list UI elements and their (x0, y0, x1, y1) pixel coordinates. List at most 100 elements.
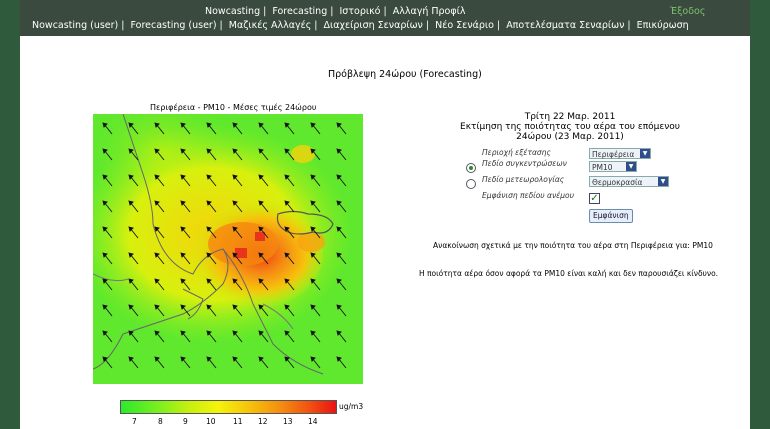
wind-arrow-head (128, 122, 134, 128)
wind-arrow-head (128, 330, 134, 336)
menu-separator: | (330, 6, 334, 17)
menu-item-change-profile[interactable]: Αλλαγή Προφίλ (392, 6, 466, 17)
wind-arrow-head (206, 330, 212, 336)
wind-arrow-head (154, 200, 160, 206)
wind-arrow-head (310, 174, 316, 180)
wind-arrow-head (154, 304, 160, 310)
menu-item-scenario-results[interactable]: Αποτελέσματα Σεναρίων (506, 20, 625, 31)
wind-arrow-head (206, 252, 212, 258)
forecast-heading: Τρίτη 22 Μαρ. 2011 Εκτίμηση της ποιότητα… (450, 112, 690, 142)
wind-arrow-head (232, 122, 238, 128)
wind-arrow-head (154, 252, 160, 258)
main-menu-row-1: Nowcasting | Forecasting | Ιστορικό | Αλλαγ… (205, 6, 465, 17)
menu-separator: | (121, 20, 125, 31)
wind-arrow-head (284, 122, 290, 128)
wind-arrow-head (180, 200, 186, 206)
area-select[interactable]: Περιφέρεια ▼ (589, 148, 651, 159)
colorbar-ticks: 7 8 9 10 11 12 13 14 (120, 417, 335, 429)
wind-arrow-head (154, 148, 160, 154)
meteo-radio[interactable] (466, 179, 476, 189)
wind-arrow-head (258, 148, 264, 154)
wind-arrow-head (310, 148, 316, 154)
wind-arrow-head (284, 330, 290, 336)
forecast-heading-line1: Εκτίμηση της ποιότητας του αέρα του επόμ… (460, 122, 680, 132)
wind-arrow-head (206, 304, 212, 310)
menu-item-scenario-management[interactable]: Διαχείριση Σεναρίων (323, 20, 423, 31)
wind-arrow-head (310, 278, 316, 284)
menu-item-nowcasting[interactable]: Nowcasting (205, 6, 261, 17)
menu-separator: | (383, 6, 387, 17)
wind-arrow-head (232, 148, 238, 154)
wind-arrow-head (180, 226, 186, 232)
wind-arrow-head (180, 356, 186, 362)
menu-separator: | (496, 20, 501, 31)
menu-item-forecasting-user[interactable]: Forecasting (user) (130, 20, 217, 31)
wind-arrow-head (258, 226, 264, 232)
colorbar-legend (120, 400, 337, 414)
wind-arrow-head (180, 174, 186, 180)
wind-arrow-head (310, 304, 316, 310)
left-frame (0, 0, 20, 429)
menu-separator: | (219, 20, 223, 31)
forecast-heading-line2: 24ώρου (23 Μαρ. 2011) (516, 132, 624, 142)
wind-arrow-head (232, 200, 238, 206)
pollutant-radio[interactable] (466, 163, 476, 173)
area-select-value: Περιφέρεια (592, 150, 635, 159)
wind-arrow-head (284, 226, 290, 232)
pollutant-label: Πεδίο συγκεντρώσεων (482, 159, 567, 168)
wind-checkbox[interactable]: ✓ (589, 193, 600, 204)
wind-arrow-head (310, 330, 316, 336)
wind-arrow-head (232, 304, 238, 310)
wind-arrow-head (128, 148, 134, 154)
wind-arrow-head (310, 356, 316, 362)
wind-arrow-head (310, 252, 316, 258)
wind-arrow-head (154, 356, 160, 362)
colorbar-tick: 8 (158, 417, 163, 426)
wind-arrow-head (180, 278, 186, 284)
meteo-select[interactable]: Θερμοκρασία ▼ (589, 176, 669, 187)
menu-item-new-scenario[interactable]: Νέο Σενάριο (435, 20, 494, 31)
wind-arrow-head (154, 122, 160, 128)
wind-arrow-head (102, 278, 108, 284)
logout-link[interactable]: Έξοδος (670, 6, 706, 17)
wind-arrow-head (102, 330, 108, 336)
wind-arrow-head (180, 330, 186, 336)
wind-arrow-head (336, 122, 342, 128)
wind-arrow-head (310, 200, 316, 206)
wind-arrow-head (258, 252, 264, 258)
wind-arrow-head (128, 200, 134, 206)
wind-arrow-head (154, 278, 160, 284)
colorbar-unit: ug/m3 (339, 402, 364, 411)
wind-arrow-head (336, 148, 342, 154)
menu-item-forecasting[interactable]: Forecasting (272, 6, 328, 17)
colorbar-tick: 12 (258, 417, 268, 426)
map-title: Περιφέρεια - PM10 - Μέσες τιμές 24ώρου (150, 103, 317, 112)
wind-arrow-head (258, 122, 264, 128)
wind-arrow-head (232, 252, 238, 258)
menu-separator: | (425, 20, 430, 31)
wind-arrow-head (206, 226, 212, 232)
menu-item-validation[interactable]: Επικύρωση (636, 20, 689, 31)
menu-item-mass-changes[interactable]: Μαζικές Αλλαγές (228, 20, 312, 31)
wind-arrow-head (102, 252, 108, 258)
wind-arrow-head (336, 252, 342, 258)
pollution-map-graphic (93, 114, 363, 384)
pollutant-select[interactable]: PM10 ▼ (589, 161, 637, 172)
wind-arrow-head (310, 122, 316, 128)
wind-arrow-head (102, 200, 108, 206)
main-menu-row-2: Nowcasting (user) | Forecasting (user) | Μ… (32, 20, 689, 31)
menu-item-history[interactable]: Ιστορικό (339, 6, 381, 17)
top-navigation-bar (20, 0, 750, 36)
colorbar-tick: 10 (206, 417, 216, 426)
wind-arrow-head (284, 148, 290, 154)
menu-item-nowcasting-user[interactable]: Nowcasting (user) (32, 20, 119, 31)
wind-arrow-head (154, 330, 160, 336)
menu-separator: | (263, 6, 267, 17)
wind-arrow-head (232, 278, 238, 284)
wind-arrow-head (258, 174, 264, 180)
show-button[interactable]: Εμφάνιση (589, 209, 633, 223)
colorbar-tick: 11 (233, 417, 243, 426)
colorbar-tick: 14 (308, 417, 318, 426)
wind-arrow-head (180, 252, 186, 258)
colorbar-tick: 9 (183, 417, 188, 426)
